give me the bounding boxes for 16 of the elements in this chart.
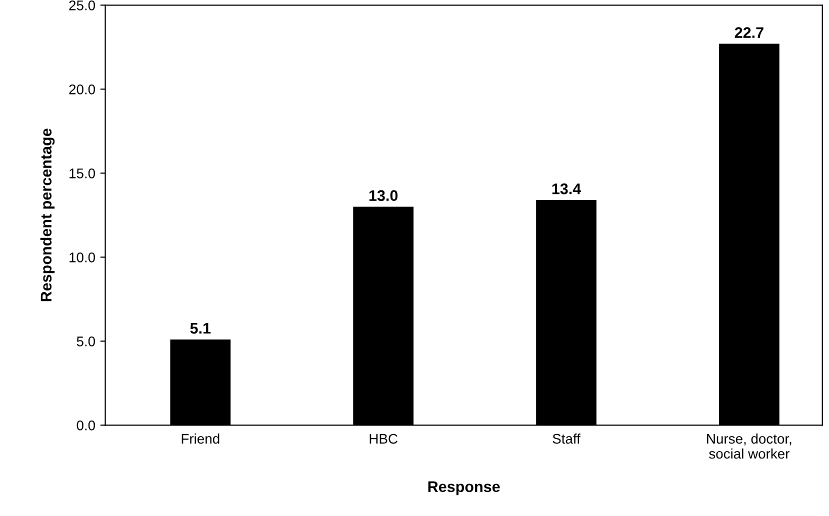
data-label: 13.4 <box>552 183 582 194</box>
x-tick-label: Friend <box>182 434 220 444</box>
y-tick-label: 5.0 <box>76 336 96 346</box>
x-axis-title: Response <box>428 481 500 496</box>
y-tick-label: 0.0 <box>76 420 96 430</box>
x-tick-label: HBC <box>370 434 398 444</box>
data-label: 5.1 <box>190 323 211 334</box>
y-tick-label: 20.0 <box>69 84 96 94</box>
x-tick-label: Staff <box>552 434 580 444</box>
y-tick-label: 15.0 <box>70 168 96 178</box>
data-label: 13.0 <box>369 190 398 201</box>
data-label: 22.7 <box>734 27 764 38</box>
y-tick-label: 25.0 <box>69 0 96 10</box>
y-axis-title: Respondent percentage <box>40 128 55 302</box>
x-tick-label: Nurse, doctor, social worker <box>707 434 792 459</box>
y-tick-label: 10.0 <box>70 252 96 262</box>
